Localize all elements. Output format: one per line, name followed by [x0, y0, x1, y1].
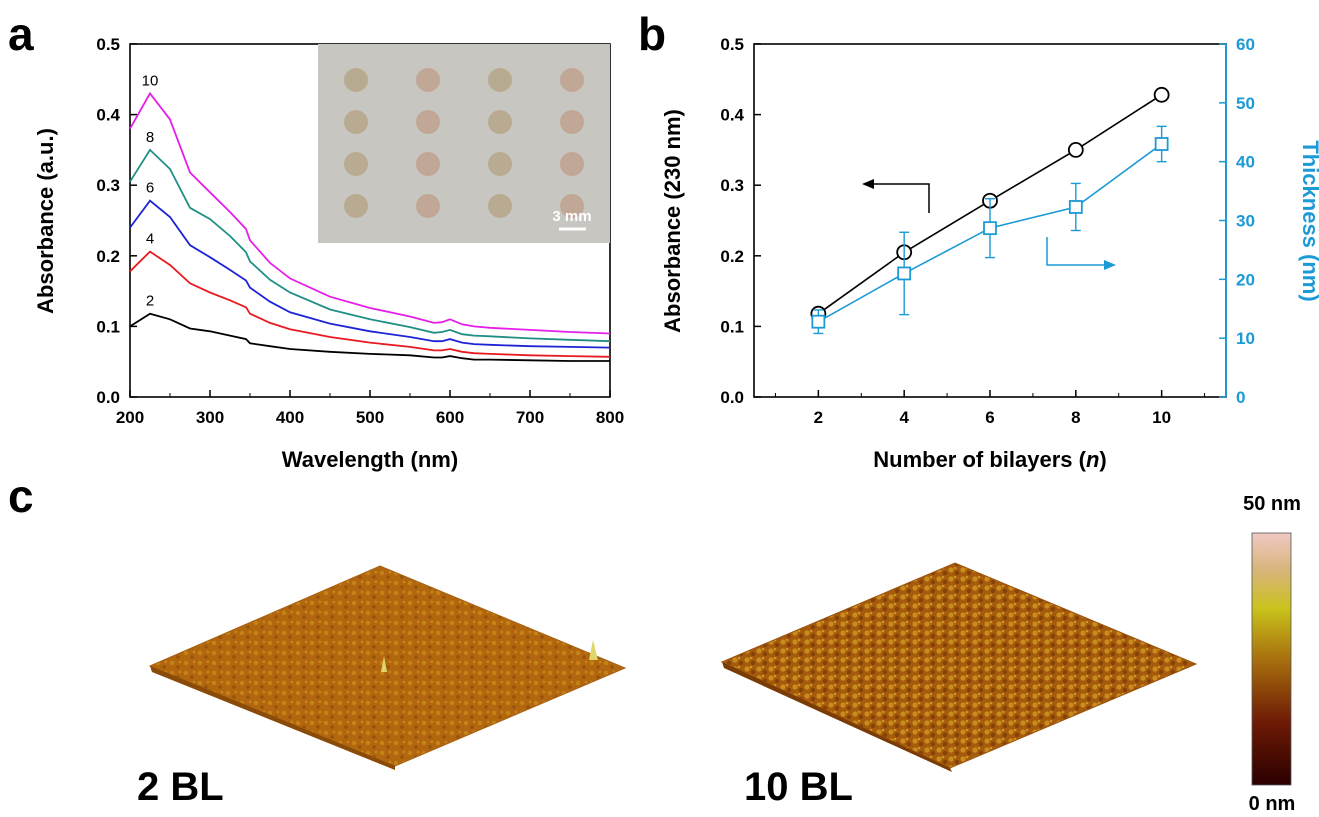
- absorbance-point: [1153, 86, 1170, 103]
- y-axis-label-b-left: Absorbance (230 nm): [660, 109, 685, 333]
- axis-ticks-a: 200 300 400 500 600 700 800 0.0 0.1 0.2 0.3 0.4 0.5: [96, 35, 624, 427]
- x-tick-label-a: 700: [516, 408, 544, 427]
- y-tick-label-b-left: 0.5: [720, 35, 744, 54]
- bilayer-series: [810, 86, 1170, 335]
- series-labels: 2 4 6 8 10: [142, 72, 159, 309]
- y-tick-label-b-right: 60: [1236, 35, 1255, 54]
- x-tick-label-a: 400: [276, 408, 304, 427]
- spectrum-label-2: 2: [146, 293, 154, 310]
- x-tick-label-b: 8: [1071, 408, 1080, 427]
- spectrum-line-2: [129, 312, 610, 362]
- x-axis-label-a: Wavelength (nm): [282, 447, 458, 472]
- inset-spot: [488, 152, 512, 176]
- y-tick-label-b-right: 10: [1236, 329, 1255, 348]
- inset-spot: [344, 194, 368, 218]
- panel-a-letter: a: [8, 8, 34, 60]
- y-axis-label-a: Absorbance (a.u.): [33, 128, 58, 314]
- x-tick-label-a: 600: [436, 408, 464, 427]
- thickness-point: [1154, 137, 1169, 151]
- y-tick-label-b-left: 0.4: [720, 106, 744, 125]
- inset-spot: [344, 68, 368, 92]
- afm-edge-2bl: [150, 666, 395, 770]
- axis-ticks-b: 2 4 6 8 10 0.0 0.1 0.2 0.3 0.4 0.5 0 10 20 30 40 50 60: [720, 35, 1255, 427]
- spectra-series: [129, 91, 611, 362]
- left-arrow: [867, 183, 930, 213]
- bilayer-chart: 2 4 6 8 10 0.0 0.1 0.2 0.3 0.4 0.5 0 10 20 30 40 50 60 Nu…: [660, 35, 1319, 472]
- spectrum-label-10: 10: [142, 72, 159, 89]
- y-tick-label-b-left: 0.2: [720, 247, 744, 266]
- x-axis-label-b: Number of bilayers (n): [873, 447, 1107, 472]
- y-tick-label-a: 0.2: [96, 247, 120, 266]
- inset-spot: [416, 194, 440, 218]
- x-tick-label-b: 6: [985, 408, 994, 427]
- thickness-point: [811, 314, 826, 329]
- inset-spot: [344, 110, 368, 134]
- panel-c-letter: c: [8, 470, 34, 522]
- inset-spot: [344, 152, 368, 176]
- x-tick-label-a: 500: [356, 408, 384, 427]
- inset-spot: [488, 68, 512, 92]
- colorbar-bottom-label: 0 nm: [1249, 793, 1296, 815]
- y-tick-label-b-right: 30: [1236, 212, 1255, 231]
- inset-spot: [560, 68, 584, 92]
- spectrum-label-8: 8: [146, 129, 154, 146]
- y-tick-label-a: 0.4: [96, 106, 120, 125]
- x-tick-label-b: 10: [1152, 408, 1171, 427]
- inset-spot: [560, 152, 584, 176]
- afm-surface-2bl: [148, 565, 627, 767]
- panel-b-letter: b: [638, 8, 666, 60]
- thickness-point: [897, 266, 912, 281]
- spectrum-line-10: [129, 91, 611, 335]
- inset-spot: [416, 68, 440, 92]
- spectrum-label-6: 6: [146, 180, 154, 197]
- y-tick-label-a: 0.5: [96, 35, 120, 54]
- x-tick-label-a: 200: [116, 408, 144, 427]
- afm-surface-10bl: [720, 562, 1198, 769]
- y-tick-label-b-right: 20: [1236, 270, 1255, 289]
- y-tick-label-b-right: 50: [1236, 94, 1255, 113]
- spectrum-line-6: [129, 199, 611, 349]
- spectrum-line-4: [129, 250, 611, 358]
- y-tick-label-b-left: 0.3: [720, 176, 744, 195]
- x-tick-label-a: 300: [196, 408, 224, 427]
- right-arrow: [1046, 237, 1110, 266]
- inset-spot: [488, 110, 512, 134]
- y-tick-label-b-right: 0: [1236, 388, 1245, 407]
- inset-spot: [416, 110, 440, 134]
- afm-spike-2bl: [381, 656, 387, 672]
- colorbar-top-label: 50 nm: [1243, 493, 1301, 515]
- height-colorbar: [1251, 532, 1292, 786]
- y-tick-label-b-left: 0.0: [720, 388, 744, 407]
- y-axis-label-b-right: Thickness (nm): [1298, 140, 1319, 301]
- afm-edge-10bl: [722, 662, 952, 772]
- inset-photo: 3 mm: [318, 44, 610, 243]
- afm-label-10bl: 10 BL: [744, 765, 853, 809]
- afm-panel: 2 BL 10 BL 50 nm 0 nm: [137, 493, 1301, 815]
- thickness-point: [983, 221, 997, 236]
- inset-spot: [560, 110, 584, 134]
- inset-spot: [416, 152, 440, 176]
- absorbance-point: [1067, 141, 1084, 158]
- afm-label-2bl: 2 BL: [137, 765, 224, 809]
- x-tick-label-b: 2: [814, 408, 823, 427]
- x-tick-label-b: 4: [899, 408, 909, 427]
- inset-spot: [488, 194, 512, 218]
- scale-bar-label: 3 mm: [552, 208, 591, 225]
- inset-spot: [560, 194, 584, 218]
- spectrum-line-8: [129, 148, 611, 343]
- absorbance-spectra-chart: 200 300 400 500 600 700 8000.00.10.20.30.40.5 …: [33, 35, 624, 472]
- y-tick-label-a: 0.1: [96, 317, 120, 336]
- y-tick-label-a: 0.0: [96, 388, 120, 407]
- thickness-point: [1068, 200, 1083, 214]
- x-tick-label-a: 800: [596, 408, 624, 427]
- y-tick-label-a: 0.3: [96, 176, 120, 195]
- y-tick-label-b-right: 40: [1236, 153, 1255, 172]
- inset-spots: [344, 68, 584, 218]
- left-arrow-head: [862, 179, 874, 189]
- spectrum-label-4: 4: [146, 231, 154, 248]
- y-tick-label-b-left: 0.1: [720, 317, 744, 336]
- afm-spike-2bl-b: [589, 640, 598, 660]
- right-arrow-head: [1104, 260, 1116, 270]
